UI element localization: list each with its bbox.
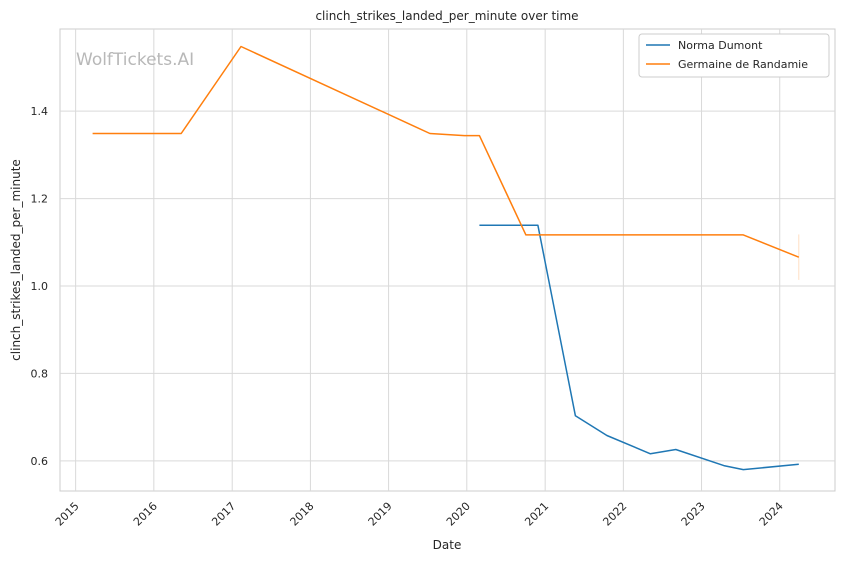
legend-label: Norma Dumont — [678, 39, 763, 52]
x-tick-label: 2024 — [757, 500, 786, 529]
x-tick-label: 2015 — [53, 500, 82, 529]
x-tick-label: 2022 — [600, 500, 629, 529]
series-line — [92, 45, 800, 258]
y-axis-title: clinch_strikes_landed_per_minute — [9, 159, 23, 361]
watermark: WolfTickets.AI — [76, 50, 194, 70]
y-tick-label: 1.4 — [31, 105, 49, 118]
series-germaine-de-randamie — [92, 45, 800, 280]
series-norma-dumont — [479, 224, 799, 471]
y-tick-label: 0.8 — [31, 367, 49, 380]
x-tick-label: 2021 — [522, 500, 551, 529]
x-tick-label: 2023 — [679, 500, 708, 529]
chart-title: clinch_strikes_landed_per_minute over ti… — [315, 9, 578, 23]
grid-lines — [60, 29, 835, 491]
legend: Norma Dumont Germaine de Randamie — [638, 33, 830, 78]
y-tick-label: 1.0 — [31, 280, 49, 293]
plot-area — [59, 28, 836, 492]
x-tick-label: 2017 — [209, 500, 238, 529]
x-axis-title: Date — [433, 538, 462, 552]
series-layer — [92, 45, 800, 471]
y-tick-labels: 0.6 0.8 1.0 1.2 1.4 — [31, 105, 49, 468]
x-tick-labels: 2015 2016 2017 2018 2019 2020 2021 2022 2023 2024 — [53, 500, 786, 529]
y-tick-label: 1.2 — [31, 193, 49, 206]
x-tick-label: 2018 — [288, 500, 317, 529]
legend-label: Germaine de Randamie — [678, 58, 808, 71]
series-line — [479, 224, 799, 471]
y-tick-label: 0.6 — [31, 455, 49, 468]
x-tick-label: 2020 — [444, 500, 473, 529]
legend-box — [638, 33, 830, 78]
x-tick-label: 2019 — [366, 500, 395, 529]
x-tick-label: 2016 — [131, 500, 160, 529]
